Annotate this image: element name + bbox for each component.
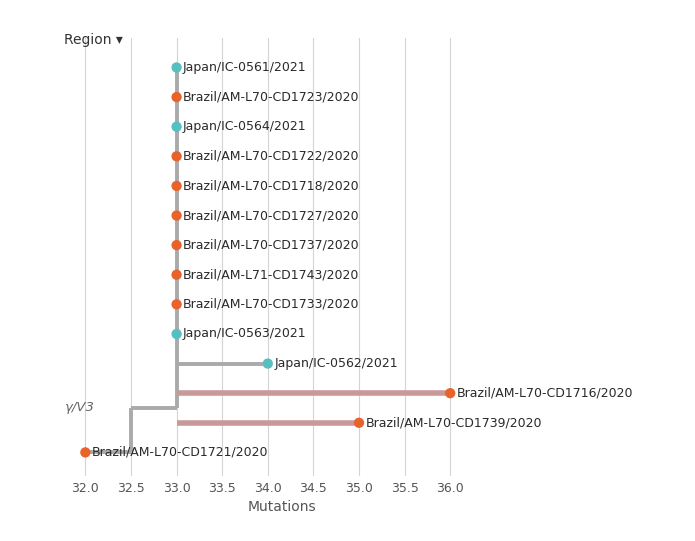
Point — [171, 152, 182, 161]
Point — [354, 418, 365, 427]
Text: Brazil/AM-L70-CD1737/2020: Brazil/AM-L70-CD1737/2020 — [183, 239, 359, 252]
Point — [171, 211, 182, 220]
Text: Brazil/AM-L70-CD1727/2020: Brazil/AM-L70-CD1727/2020 — [183, 209, 359, 222]
Point — [171, 63, 182, 72]
Text: Brazil/AM-L70-CD1718/2020: Brazil/AM-L70-CD1718/2020 — [183, 180, 359, 193]
X-axis label: Mutations: Mutations — [247, 500, 316, 514]
Point — [171, 329, 182, 338]
Text: γ/V3: γ/V3 — [65, 401, 95, 414]
Text: Japan/IC-0562/2021: Japan/IC-0562/2021 — [275, 357, 398, 370]
Point — [171, 300, 182, 309]
Point — [171, 122, 182, 131]
Point — [262, 359, 273, 368]
Text: Brazil/AM-L70-CD1723/2020: Brazil/AM-L70-CD1723/2020 — [183, 90, 359, 103]
Point — [171, 241, 182, 249]
Text: Brazil/AM-L70-CD1739/2020: Brazil/AM-L70-CD1739/2020 — [366, 416, 542, 430]
Text: Brazil/AM-L70-CD1733/2020: Brazil/AM-L70-CD1733/2020 — [183, 298, 359, 311]
Text: Brazil/AM-L71-CD1743/2020: Brazil/AM-L71-CD1743/2020 — [183, 268, 359, 281]
Point — [445, 389, 456, 398]
Text: Japan/IC-0563/2021: Japan/IC-0563/2021 — [183, 327, 306, 340]
Text: Brazil/AM-L70-CD1716/2020: Brazil/AM-L70-CD1716/2020 — [457, 387, 633, 400]
Text: Japan/IC-0564/2021: Japan/IC-0564/2021 — [183, 120, 306, 133]
Point — [171, 182, 182, 190]
Text: Brazil/AM-L70-CD1721/2020: Brazil/AM-L70-CD1721/2020 — [92, 446, 268, 459]
Point — [80, 448, 91, 457]
Text: Japan/IC-0561/2021: Japan/IC-0561/2021 — [183, 61, 306, 74]
Text: Brazil/AM-L70-CD1722/2020: Brazil/AM-L70-CD1722/2020 — [183, 150, 359, 163]
Point — [171, 270, 182, 279]
Text: Region ▾: Region ▾ — [65, 33, 123, 47]
Point — [171, 93, 182, 101]
